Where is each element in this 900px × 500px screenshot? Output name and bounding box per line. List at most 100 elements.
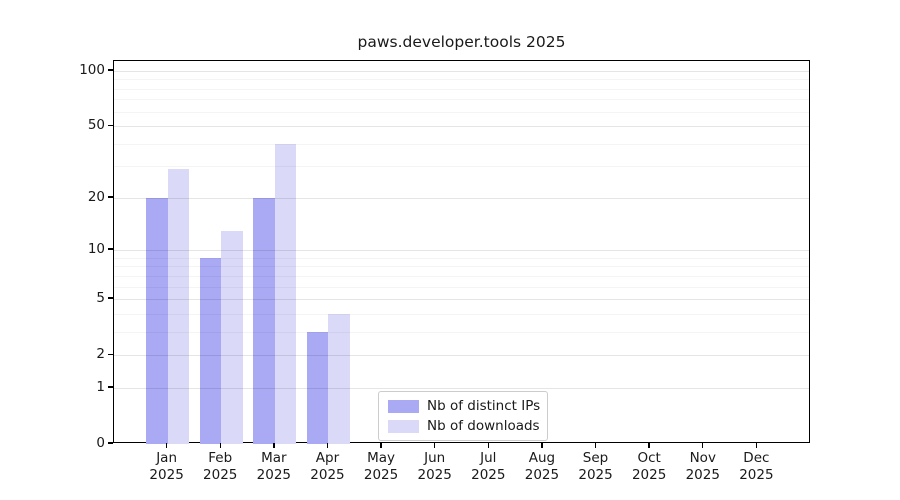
x-tick-label: Nov 2025 [686, 450, 720, 484]
gridline-minor [114, 257, 809, 259]
legend-item-downloads: Nb of downloads [388, 418, 540, 434]
x-tick-year: 2025 [310, 467, 345, 483]
x-tick-label: Feb 2025 [203, 450, 237, 484]
gridline-major [114, 355, 809, 357]
x-tick-year: 2025 [471, 467, 506, 483]
x-tick-mark [755, 443, 758, 448]
gridline-major [114, 250, 809, 252]
x-tick-month: Jan [156, 450, 178, 466]
bar-distinct-ips-feb [199, 257, 222, 444]
x-tick-mark [273, 443, 275, 448]
bar-distinct-ips-apr [307, 331, 329, 444]
y-tick-label: 2 [96, 346, 105, 363]
gridline-minor [114, 313, 809, 315]
x-tick-mark [648, 443, 650, 448]
plot-area [113, 60, 810, 444]
y-tick-mark [108, 386, 113, 388]
x-tick-year: 2025 [256, 467, 292, 483]
x-tick-month: Feb [208, 450, 233, 466]
y-tick-mark [108, 196, 113, 198]
x-tick-label: Apr 2025 [310, 450, 344, 484]
x-tick-year: 2025 [739, 467, 774, 483]
legend: Nb of distinct IPs Nb of downloads [378, 391, 548, 441]
y-tick-label: 0 [96, 435, 105, 451]
x-tick-month: Sep [582, 450, 609, 466]
gridline-minor [114, 111, 809, 113]
y-tick-label: 20 [87, 188, 105, 205]
x-tick-mark [487, 443, 489, 448]
x-tick-mark [541, 443, 543, 448]
gridline-minor [114, 166, 809, 168]
chart-title: paws.developer.tools 2025 [357, 33, 566, 51]
gridline-minor [114, 99, 809, 101]
x-tick-year: 2025 [578, 467, 613, 483]
x-tick-year: 2025 [685, 467, 720, 483]
x-tick-label: Mar 2025 [257, 450, 291, 484]
y-tick-mark [108, 297, 113, 299]
legend-label-distinct-ips: Nb of distinct IPs [427, 398, 541, 414]
gridlines-layer [114, 61, 809, 442]
x-tick-month: Jun [424, 450, 446, 466]
y-tick-mark [108, 442, 113, 444]
y-tick-label: 100 [79, 62, 105, 78]
gridline-minor [114, 331, 809, 333]
y-tick-label: 50 [87, 117, 105, 134]
legend-item-distinct-ips: Nb of distinct IPs [388, 398, 541, 414]
bars-layer [114, 61, 809, 444]
x-tick-month: May [367, 450, 396, 466]
x-tick-mark [594, 443, 597, 448]
x-tick-month: Nov [689, 450, 716, 466]
gridline-minor [114, 286, 809, 288]
gridline-minor [114, 266, 809, 268]
y-tick-mark [108, 124, 113, 126]
x-tick-label: Dec 2025 [739, 450, 773, 484]
gridline-minor [114, 275, 809, 277]
bar-downloads-jan [167, 169, 190, 444]
bar-distinct-ips-mar [253, 197, 275, 444]
x-tick-year: 2025 [149, 467, 184, 483]
x-tick-mark [433, 443, 436, 448]
x-tick-label: Aug 2025 [525, 450, 559, 484]
x-tick-month: Jul [480, 450, 497, 466]
gridline-major [114, 387, 809, 389]
gridline-major [114, 197, 809, 199]
x-tick-month: Aug [528, 450, 556, 466]
y-tick-mark [108, 353, 113, 355]
x-tick-year: 2025 [417, 467, 452, 483]
x-tick-year: 2025 [363, 467, 399, 483]
gridline-major [114, 71, 809, 72]
bar-downloads-mar [274, 143, 297, 444]
x-tick-mark [165, 443, 168, 448]
gridline-major [114, 126, 809, 128]
bar-downloads-apr [328, 313, 350, 444]
bar-downloads-feb [221, 230, 243, 444]
y-tick-mark [108, 248, 113, 250]
gridline-minor [114, 79, 809, 81]
x-tick-label: Jun 2025 [418, 450, 452, 484]
legend-swatch-distinct-ips [388, 399, 419, 413]
legend-swatch-downloads [388, 419, 419, 433]
x-tick-mark [219, 443, 221, 448]
x-tick-label: Sep 2025 [578, 450, 612, 484]
y-tick-mark [108, 69, 113, 71]
x-tick-year: 2025 [524, 467, 560, 483]
y-tick-label: 1 [96, 378, 105, 395]
x-tick-label: Jan 2025 [149, 450, 183, 484]
x-tick-mark [380, 443, 382, 448]
x-tick-label: May 2025 [364, 450, 398, 484]
x-tick-mark [326, 443, 329, 448]
y-tick-label: 10 [87, 241, 105, 258]
gridline-minor [114, 143, 809, 145]
x-tick-label: Oct 2025 [632, 450, 666, 484]
gridline-major [114, 299, 809, 301]
x-tick-year: 2025 [631, 467, 667, 483]
legend-label-downloads: Nb of downloads [427, 418, 540, 434]
x-tick-mark [702, 443, 704, 448]
bar-distinct-ips-jan [146, 197, 168, 444]
gridline-minor [114, 88, 809, 90]
x-tick-month: Oct [637, 450, 661, 466]
x-tick-month: Apr [315, 450, 340, 466]
y-tick-label: 5 [96, 290, 105, 307]
x-tick-label: Jul 2025 [471, 450, 505, 484]
